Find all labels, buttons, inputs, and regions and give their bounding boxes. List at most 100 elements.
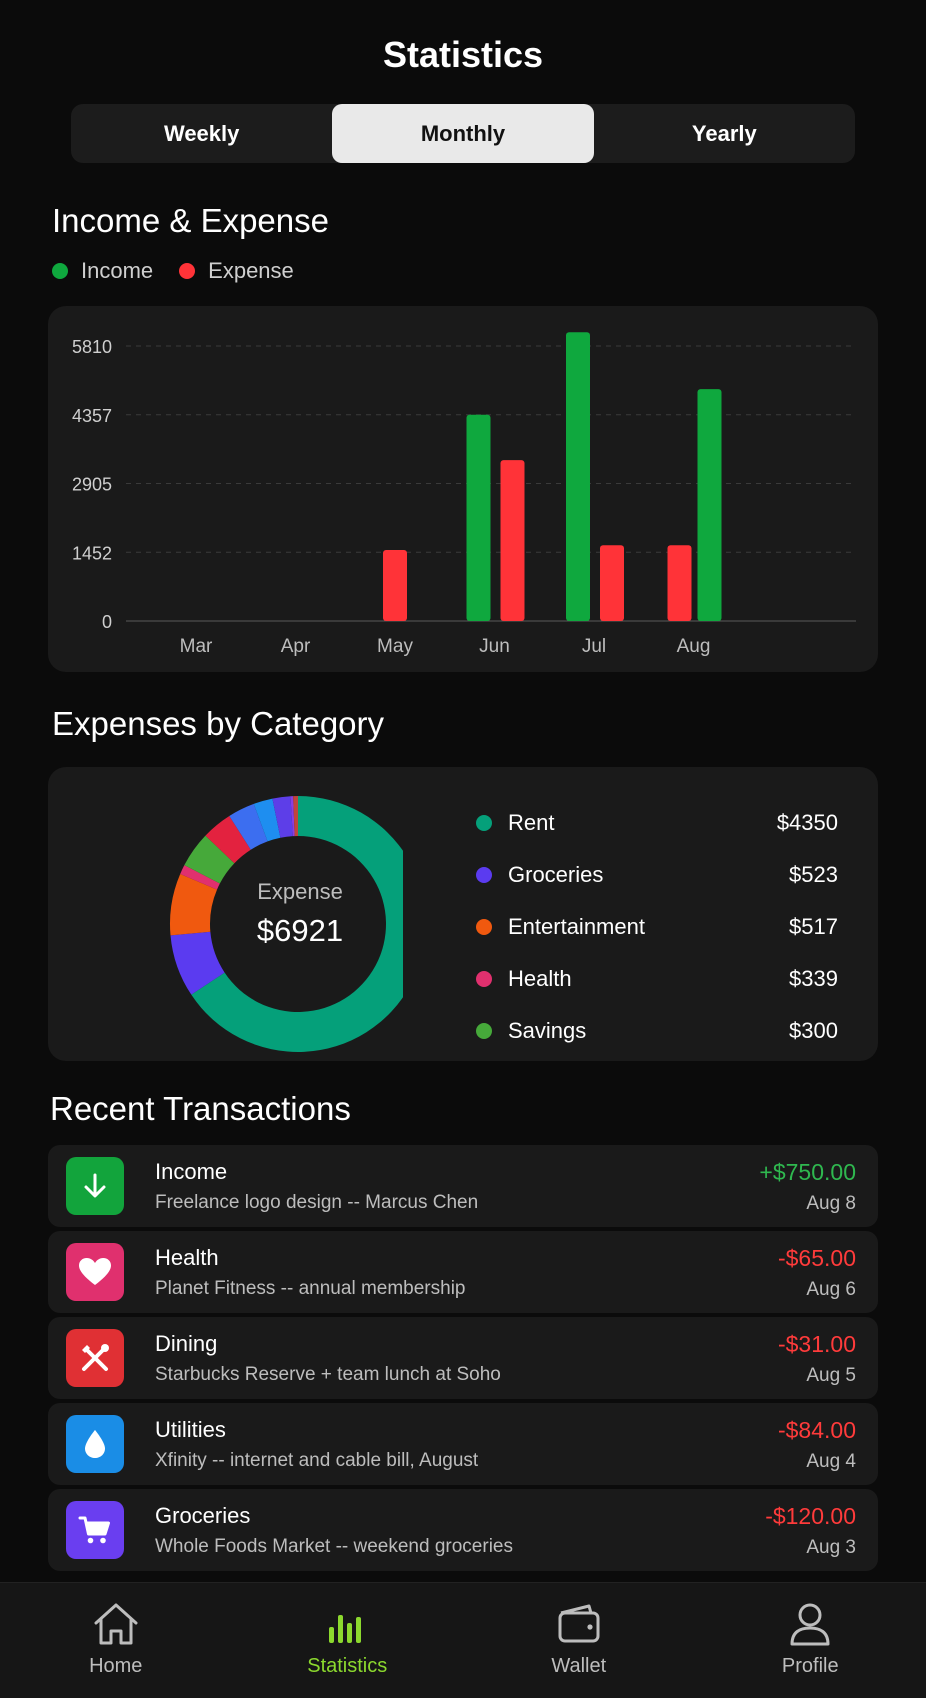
period-segmented-control: Weekly Monthly Yearly — [71, 104, 855, 163]
transaction-row[interactable]: Utilities Xfinity -- internet and cable … — [48, 1403, 878, 1485]
transaction-title: Income — [155, 1159, 228, 1184]
expense-bar — [667, 545, 692, 621]
category-row-groceries[interactable]: Groceries $523 — [476, 849, 838, 901]
income-bar — [697, 389, 722, 621]
x-tick-label: Jul — [582, 636, 606, 657]
transaction-title: Utilities — [155, 1417, 226, 1442]
x-tick-label: Jun — [479, 636, 510, 657]
donut-slice — [293, 796, 298, 837]
tab-monthly[interactable]: Monthly — [332, 104, 594, 163]
transaction-amount: +$750.00 — [759, 1159, 856, 1185]
transaction-date: Aug 4 — [806, 1451, 856, 1472]
transaction-title: Groceries — [155, 1503, 251, 1528]
income-bar — [466, 414, 491, 621]
cart-icon — [78, 1516, 110, 1544]
category-row-savings[interactable]: Savings $300 — [476, 1005, 838, 1057]
home-icon — [94, 1603, 138, 1645]
category-name: Entertainment — [508, 914, 645, 939]
transaction-icon-tile — [66, 1501, 124, 1559]
legend-income-dot — [52, 263, 68, 279]
y-tick-label: 2905 — [72, 475, 112, 495]
page-title: Statistics — [382, 34, 544, 75]
tab-weekly[interactable]: Weekly — [163, 120, 240, 146]
nav-profile[interactable]: Profile — [695, 1583, 926, 1698]
nav-home[interactable]: Home — [0, 1583, 232, 1698]
expenses-by-category-title: Expenses by Category — [52, 705, 385, 742]
profile-icon — [790, 1603, 830, 1646]
category-dot — [476, 971, 492, 987]
transaction-row[interactable]: Health Planet Fitness -- annual membersh… — [48, 1231, 878, 1313]
nav-statistics[interactable]: Statistics — [232, 1583, 464, 1698]
transaction-subtitle: Xfinity -- internet and cable bill, Augu… — [155, 1450, 479, 1471]
expense-bar — [600, 545, 624, 621]
category-row-rent[interactable]: Rent $4350 — [476, 797, 838, 849]
category-card: Expense $6921 Rent $4350 Groceries $523 … — [48, 767, 878, 1061]
legend-income: Income — [52, 258, 153, 284]
nav-wallet[interactable]: Wallet — [463, 1583, 695, 1698]
nav-wallet-label: Wallet — [551, 1655, 607, 1677]
category-name: Health — [508, 966, 572, 991]
transaction-row[interactable]: Dining Starbucks Reserve + team lunch at… — [48, 1317, 878, 1399]
category-dot — [476, 815, 492, 831]
donut-slice — [184, 835, 235, 884]
donut-slice — [180, 865, 220, 890]
transaction-icon-tile — [66, 1243, 124, 1301]
transaction-row[interactable]: Income Freelance logo design -- Marcus C… — [48, 1145, 878, 1227]
expense-bar — [500, 460, 525, 621]
category-list: Rent $4350 Groceries $523 Entertainment … — [476, 797, 838, 1057]
transaction-title: Dining — [155, 1331, 218, 1356]
nav-home-label: Home — [89, 1655, 143, 1677]
category-name: Rent — [508, 810, 555, 835]
arrow-down-icon — [84, 1173, 106, 1198]
donut-center-value: $6921 — [256, 913, 344, 948]
transaction-amount: -$84.00 — [777, 1417, 856, 1443]
transaction-title: Health — [155, 1245, 219, 1270]
legend-income-label: Income — [81, 258, 154, 283]
transaction-icon-tile — [66, 1157, 124, 1215]
transaction-icon-tile — [66, 1329, 124, 1387]
transaction-amount: -$120.00 — [765, 1503, 856, 1529]
legend-expense-label: Expense — [208, 258, 294, 283]
recent-transactions-title: Recent Transactions — [50, 1090, 351, 1127]
category-name: Groceries — [508, 862, 604, 887]
bottom-nav: Home Statistics Wallet Profil — [0, 1582, 926, 1698]
bar-chart-icon — [329, 1615, 362, 1643]
y-tick-label: 0 — [102, 612, 112, 632]
transaction-date: Aug 6 — [806, 1279, 856, 1300]
transaction-subtitle: Starbucks Reserve + team lunch at Soho — [155, 1364, 501, 1385]
wallet-icon — [558, 1604, 600, 1643]
category-amount: $300 — [789, 1018, 838, 1043]
transaction-subtitle: Planet Fitness -- annual membership — [155, 1278, 466, 1299]
donut-slice — [253, 798, 281, 842]
expense-bar — [383, 550, 407, 621]
category-dot — [476, 919, 492, 935]
tab-yearly[interactable]: Yearly — [691, 120, 757, 146]
category-row-entertainment[interactable]: Entertainment $517 — [476, 901, 838, 953]
income-expense-bar-chart: 0 1452 2905 4357 5810 Mar Apr May Jun Jul Aug — [72, 332, 856, 657]
x-tick-label: Apr — [281, 636, 311, 657]
category-amount: $339 — [789, 966, 838, 991]
income-bar — [566, 332, 590, 621]
transaction-icon-tile — [66, 1415, 124, 1473]
category-dot — [476, 867, 492, 883]
donut-slice — [272, 796, 293, 838]
category-amount: $523 — [789, 862, 838, 887]
income-expense-chart-card: 0 1452 2905 4357 5810 Mar Apr May Jun Jul Aug — [48, 306, 878, 672]
y-tick-label: 1452 — [72, 543, 112, 563]
y-tick-label: 4357 — [72, 406, 112, 426]
transaction-row[interactable]: Groceries Whole Foods Market -- weekend … — [48, 1489, 878, 1571]
transaction-subtitle: Whole Foods Market -- weekend groceries — [155, 1536, 513, 1557]
expense-donut-chart — [170, 796, 403, 1052]
legend-expense-dot — [179, 263, 196, 279]
category-amount: $4350 — [776, 810, 838, 835]
nav-profile-label: Profile — [781, 1655, 839, 1677]
donut-slice — [205, 815, 251, 864]
legend-expense: Expense — [179, 258, 294, 284]
income-expense-title: Income & Expense — [52, 202, 329, 239]
x-tick-label: May — [377, 636, 413, 657]
category-row-health[interactable]: Health $339 — [476, 953, 838, 1005]
donut-slice — [170, 931, 225, 995]
donut-center-label: Expense — [257, 879, 343, 904]
transactions-list: Income Freelance logo design -- Marcus C… — [48, 1145, 878, 1575]
